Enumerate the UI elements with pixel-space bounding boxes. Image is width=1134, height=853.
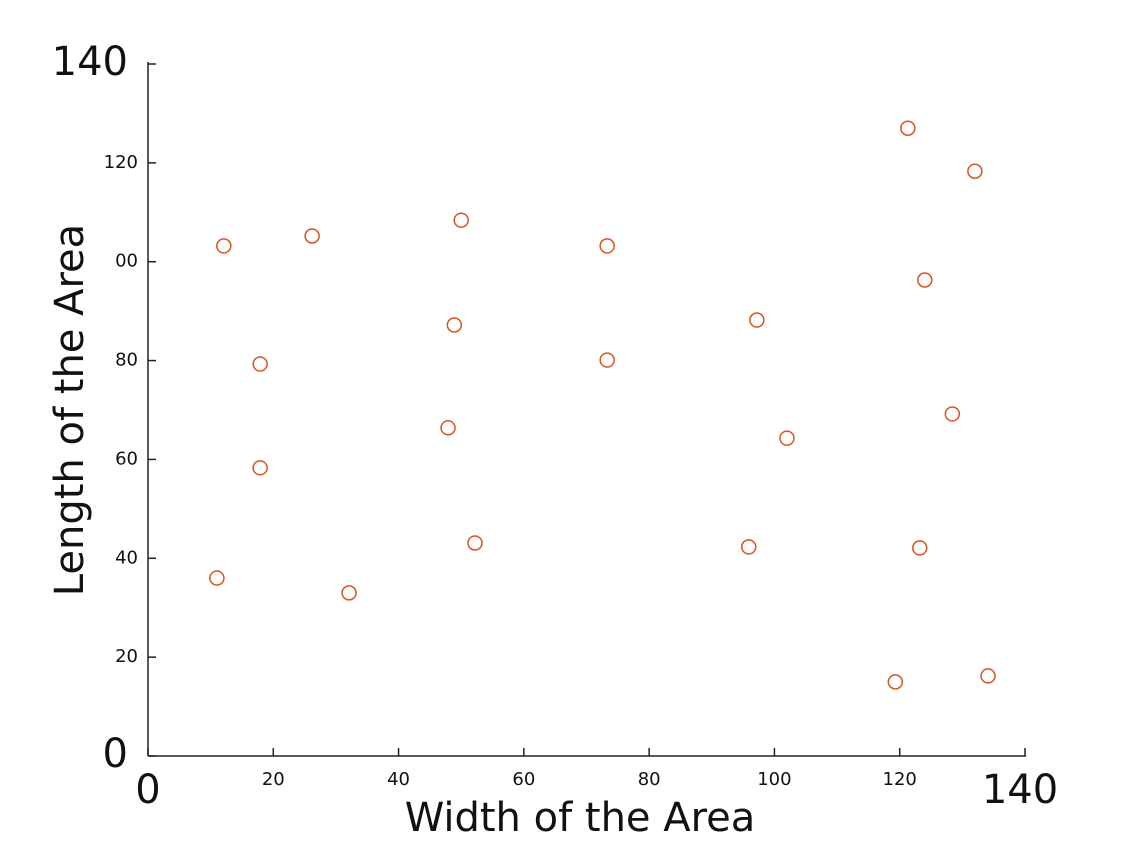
x-axis-title: Width of the Area bbox=[405, 795, 756, 841]
point bbox=[341, 585, 357, 601]
x-tick-label: 120 bbox=[883, 769, 917, 790]
point bbox=[467, 535, 483, 551]
y-tick-label: 20 bbox=[115, 646, 138, 667]
y-tick-label: 40 bbox=[115, 547, 138, 568]
point bbox=[440, 420, 456, 436]
point bbox=[252, 356, 268, 372]
point bbox=[252, 460, 268, 476]
x-tick-label: 20 bbox=[262, 769, 285, 790]
point bbox=[749, 312, 765, 328]
x-tick-label: 140 bbox=[982, 767, 1058, 813]
point bbox=[304, 228, 320, 244]
point bbox=[912, 540, 928, 556]
point bbox=[740, 539, 757, 555]
point bbox=[599, 238, 615, 254]
y-tick-label: 0 bbox=[103, 731, 128, 777]
y-tick-label: 00 bbox=[115, 251, 138, 272]
point bbox=[900, 120, 916, 137]
point bbox=[216, 238, 232, 254]
point bbox=[779, 430, 795, 446]
y-tick-label: 60 bbox=[115, 448, 138, 469]
point bbox=[980, 668, 996, 684]
y-axis-title: Length of the Area bbox=[47, 224, 93, 596]
point bbox=[209, 570, 225, 586]
x-tick-label: 100 bbox=[757, 769, 791, 790]
x-tick-label: 80 bbox=[638, 769, 661, 790]
point bbox=[967, 163, 983, 180]
point bbox=[453, 212, 469, 228]
x-tick-label: 0 bbox=[135, 767, 160, 813]
point bbox=[446, 317, 463, 333]
y-tick-label: 80 bbox=[115, 350, 138, 371]
x-tick-label: 40 bbox=[387, 769, 410, 790]
x-tick-label: 60 bbox=[512, 769, 535, 790]
point bbox=[944, 406, 961, 422]
y-tick-label: 120 bbox=[104, 152, 138, 173]
point bbox=[887, 674, 904, 690]
point bbox=[599, 352, 615, 368]
point bbox=[917, 272, 933, 288]
y-tick-label: 140 bbox=[52, 39, 128, 85]
